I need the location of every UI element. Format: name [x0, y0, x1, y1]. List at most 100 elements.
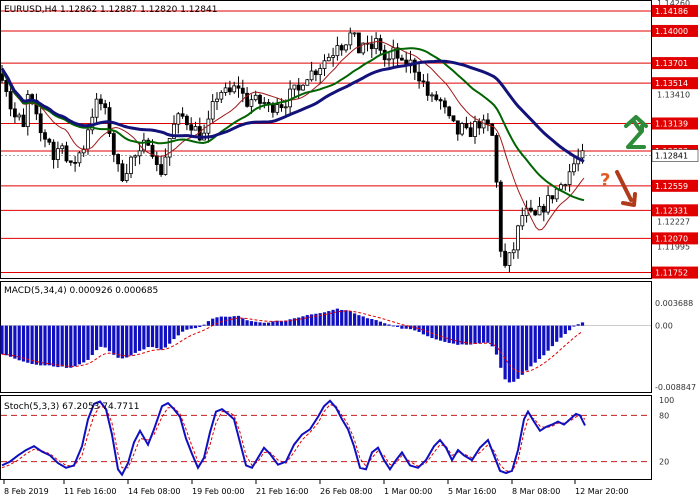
candle-body [159, 164, 164, 175]
candle-body [8, 91, 13, 110]
macd-bar [99, 325, 103, 347]
macd-bar [335, 308, 339, 326]
price-level-label: 1.14186 [655, 7, 688, 16]
macd-bar [30, 325, 34, 364]
candle-body [180, 113, 185, 117]
stoch-signal-line [1, 404, 586, 473]
macd-bar [9, 325, 13, 357]
candle-body [498, 181, 503, 252]
price-axis: 1.14260 1.13410 1.12841 1.12227 1.11995 1.117… [651, 0, 699, 467]
macd-bar [568, 325, 572, 331]
candle-body [99, 98, 103, 105]
time-tick-label: 21 Feb 16:00 [256, 487, 308, 496]
macd-tick-label: -0.008847 [655, 383, 696, 392]
question-mark: ? [600, 170, 610, 191]
price-level-label: 1.11752 [655, 269, 688, 278]
candle-body [86, 129, 90, 150]
macd-bar [193, 325, 198, 329]
candle-body [331, 55, 336, 58]
macd-bar [73, 325, 77, 367]
macd-bar [133, 325, 137, 353]
candle-body [4, 79, 9, 92]
candle-body [167, 138, 172, 158]
candle-body [399, 57, 404, 61]
macd-bar [473, 325, 477, 344]
macd-bar [288, 319, 292, 326]
macd-bar [116, 325, 120, 358]
candle-body [503, 250, 508, 266]
macd-bar [138, 325, 142, 351]
candle-body [490, 123, 495, 136]
macd-bar [258, 322, 262, 326]
candle-body [210, 101, 215, 120]
candle-body [344, 44, 348, 51]
price-level-label: 1.13514 [655, 79, 688, 88]
macd-bar [400, 325, 404, 329]
candle-body [425, 81, 430, 96]
price-level-label-bg [652, 179, 698, 192]
candle-body [270, 104, 275, 113]
macd-bar [460, 325, 464, 345]
macd-bar [267, 322, 271, 326]
macd-bar [86, 325, 90, 360]
candle-body [288, 88, 293, 108]
macd-bar [374, 320, 378, 326]
candle-body [391, 47, 396, 60]
candle-body [378, 38, 383, 51]
macd-bar [107, 325, 112, 352]
candle-body [507, 252, 512, 266]
macd-bars [0, 308, 651, 383]
macd-bar [464, 325, 468, 345]
macd-bar [249, 321, 253, 326]
macd-bar [525, 325, 529, 371]
price-tick-label: 1.12227 [657, 218, 690, 227]
candle-body [455, 120, 460, 135]
symbol-header: EURUSD,H4 1.12862 1.12887 1.12820 1.1284… [4, 5, 217, 15]
macd-bar [322, 312, 327, 326]
macd-bar [224, 316, 228, 326]
macd-bar [340, 310, 344, 326]
candle-body [236, 85, 241, 89]
macd-bar [469, 325, 473, 345]
price-level-label-bg [652, 77, 698, 90]
macd-bar [90, 325, 94, 356]
macd-bar [490, 325, 494, 347]
price-levels [1, 10, 651, 274]
candle-body [193, 126, 198, 131]
time-tick-label: 26 Feb 08:00 [320, 487, 372, 496]
candle-body [473, 121, 477, 137]
candle-body [318, 68, 323, 76]
macd-bar [69, 325, 73, 368]
macd-bar [310, 314, 314, 326]
candle-body [322, 60, 327, 69]
candle-body [554, 188, 559, 200]
candle-body [227, 87, 232, 93]
macd-bar [555, 325, 559, 342]
macd-bar [353, 313, 357, 326]
macd-bar [576, 324, 580, 326]
macd-bar [120, 325, 124, 359]
candle-body [60, 145, 65, 150]
macd-bar [13, 325, 17, 359]
macd-bar [434, 325, 438, 340]
candle-body [77, 152, 82, 164]
macd-bar [43, 325, 47, 366]
macd-bar [572, 325, 576, 327]
ma-mid-line [1, 47, 585, 202]
time-tick-label: 5 Mar 16:00 [448, 487, 496, 496]
macd-bar [181, 325, 185, 332]
macd-bar [357, 315, 361, 326]
candle-body [223, 87, 228, 93]
time-tick-label: 12 Mar 20:00 [575, 487, 628, 496]
macd-bar [77, 325, 81, 365]
candle-body [249, 99, 254, 107]
candle-body [563, 184, 568, 187]
macd-bar [262, 322, 266, 326]
macd-bar [443, 325, 447, 342]
candle-body [137, 150, 142, 157]
time-tick-label: 1 Mar 00:00 [384, 487, 432, 496]
macd-bar [17, 325, 21, 361]
macd-bar [228, 316, 232, 326]
main-panel-frame [0, 0, 652, 279]
macd-bar [370, 319, 374, 326]
